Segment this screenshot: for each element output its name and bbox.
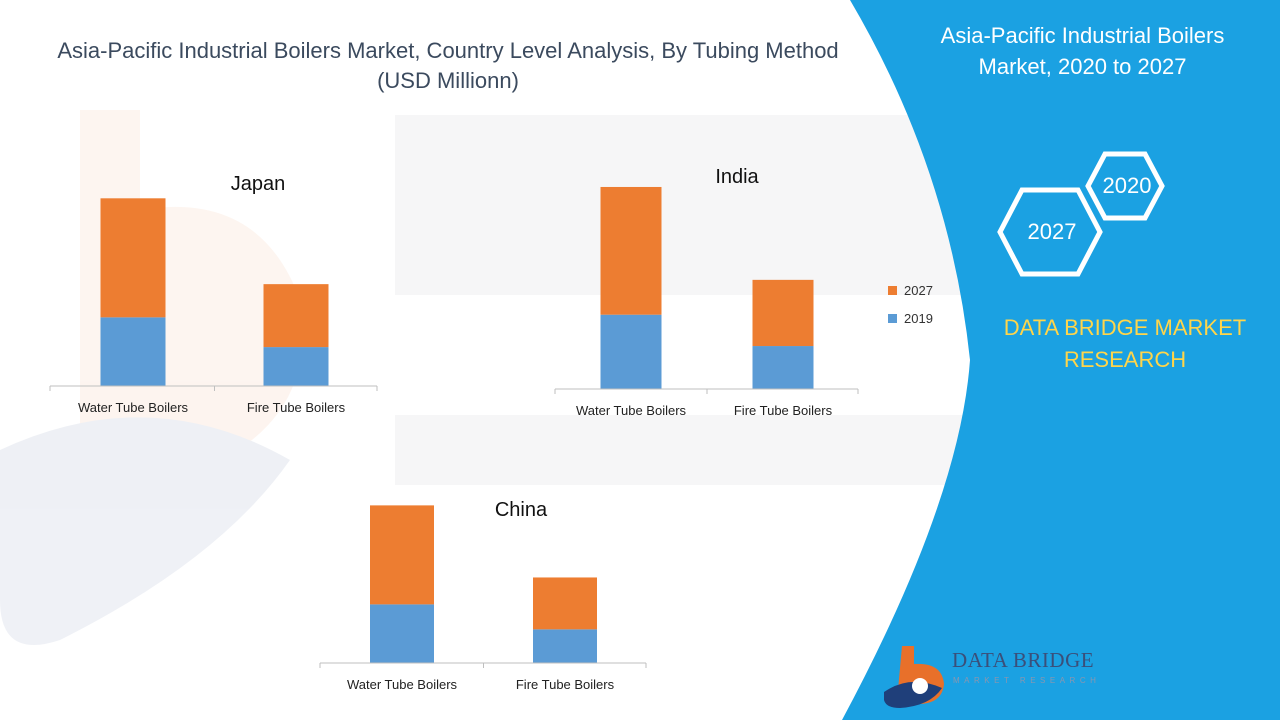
page-title: Asia-Pacific Industrial Boilers Market, …: [57, 38, 839, 93]
category-label: Fire Tube Boilers: [734, 403, 833, 418]
bar-2027: [370, 505, 434, 605]
chart-legend: 2027 2019: [888, 276, 933, 332]
hex-year-label: 2020: [1102, 173, 1152, 198]
bar-2019: [100, 317, 166, 386]
category-label: Water Tube Boilers: [576, 403, 687, 418]
category-label: Water Tube Boilers: [347, 677, 458, 692]
chart-india: India Water Tube Boilers Fire Tube Boilers: [554, 166, 859, 418]
bar-2027: [600, 186, 662, 315]
brand-name: DATA BRIDGE MARKET RESEARCH: [1003, 315, 1247, 372]
category-label: Water Tube Boilers: [78, 400, 189, 415]
hexagon-2027: [997, 187, 1103, 277]
bar-2027: [263, 284, 329, 348]
bar-2019: [752, 346, 814, 389]
category-label: Fire Tube Boilers: [247, 400, 346, 415]
legend-swatch-2027: [888, 285, 897, 295]
legend-item: 2027: [888, 276, 933, 304]
category-label: Fire Tube Boilers: [516, 677, 615, 692]
logo-tagline: MARKET RESEARCH: [953, 676, 1101, 685]
legend-label: 2019: [904, 310, 933, 326]
hex-year-label: 2027: [1027, 219, 1077, 244]
hexagon-2020: [1085, 151, 1165, 221]
chart-title: Japan: [231, 173, 286, 195]
data-bridge-logo: [884, 646, 944, 708]
chart-japan: Japan Water Tube Boilers Fire Tube Boilers: [49, 173, 378, 415]
bar-2027: [533, 577, 597, 630]
legend-item: 2019: [888, 304, 933, 332]
legend-label: 2027: [904, 282, 933, 298]
bar-2019: [370, 604, 434, 663]
bar-2019: [600, 314, 662, 389]
chart-china: China Water Tube Boilers Fire Tube Boilers: [319, 499, 647, 692]
chart-title: China: [495, 499, 548, 521]
bar-2027: [752, 279, 814, 347]
bar-2027: [100, 198, 166, 318]
legend-swatch-2019: [888, 313, 897, 323]
logo-name: DATA BRIDGE: [952, 648, 1095, 672]
panel-title: Asia-Pacific Industrial Boilers Market, …: [940, 23, 1225, 79]
bar-2019: [533, 629, 597, 663]
chart-title: India: [715, 166, 759, 188]
bar-2019: [263, 347, 329, 386]
